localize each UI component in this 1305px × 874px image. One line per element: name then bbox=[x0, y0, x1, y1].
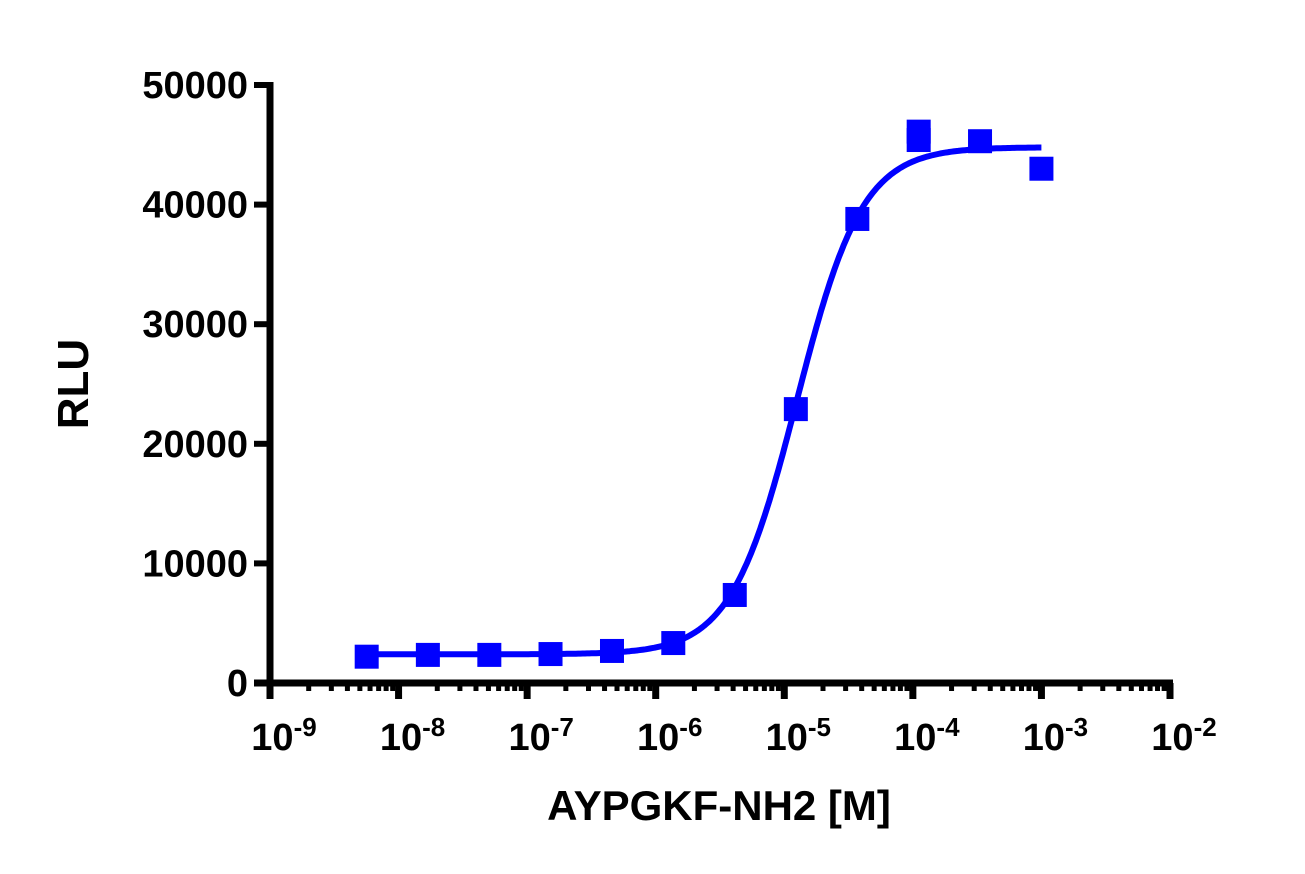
data-point bbox=[538, 642, 563, 667]
data-point bbox=[783, 397, 808, 422]
data-point bbox=[906, 128, 931, 153]
data-point bbox=[845, 206, 870, 231]
x-tick-label: 10-9 bbox=[251, 712, 316, 759]
data-point bbox=[968, 129, 993, 154]
x-tick-label: 10-7 bbox=[508, 712, 573, 759]
fit-curve bbox=[365, 144, 1043, 658]
x-tick-labels: 10-9 10-8 10-7 10-6 10-5 10-4 10-3 10-2 bbox=[251, 712, 1216, 759]
data-point bbox=[661, 631, 686, 656]
data-points bbox=[354, 119, 1054, 669]
x-tick-label: 10-5 bbox=[766, 712, 831, 759]
y-tick-label: 30000 bbox=[142, 304, 248, 346]
axes bbox=[254, 82, 1174, 699]
y-tick-labels: 0 10000 20000 30000 40000 50000 bbox=[142, 65, 248, 705]
data-point bbox=[477, 642, 502, 667]
x-tick-label: 10-8 bbox=[380, 712, 445, 759]
x-axis-label: AYPGKF-NH2 [M] bbox=[547, 782, 891, 829]
data-point bbox=[599, 638, 624, 663]
x-tick-label: 10-6 bbox=[637, 712, 702, 759]
y-tick-label: 0 bbox=[227, 663, 248, 705]
data-point bbox=[722, 582, 747, 607]
data-point bbox=[1029, 156, 1054, 181]
data-point bbox=[354, 644, 379, 669]
y-tick-label: 20000 bbox=[142, 424, 248, 466]
data-point bbox=[415, 642, 440, 667]
x-tick-label: 10-2 bbox=[1151, 712, 1216, 759]
y-axis-label: RLU bbox=[49, 339, 98, 429]
x-tick-label: 10-3 bbox=[1023, 712, 1088, 759]
x-tick-label: 10-4 bbox=[894, 712, 960, 759]
y-tick-label: 10000 bbox=[142, 543, 248, 585]
y-tick-label: 50000 bbox=[142, 65, 248, 107]
y-tick-label: 40000 bbox=[142, 185, 248, 227]
